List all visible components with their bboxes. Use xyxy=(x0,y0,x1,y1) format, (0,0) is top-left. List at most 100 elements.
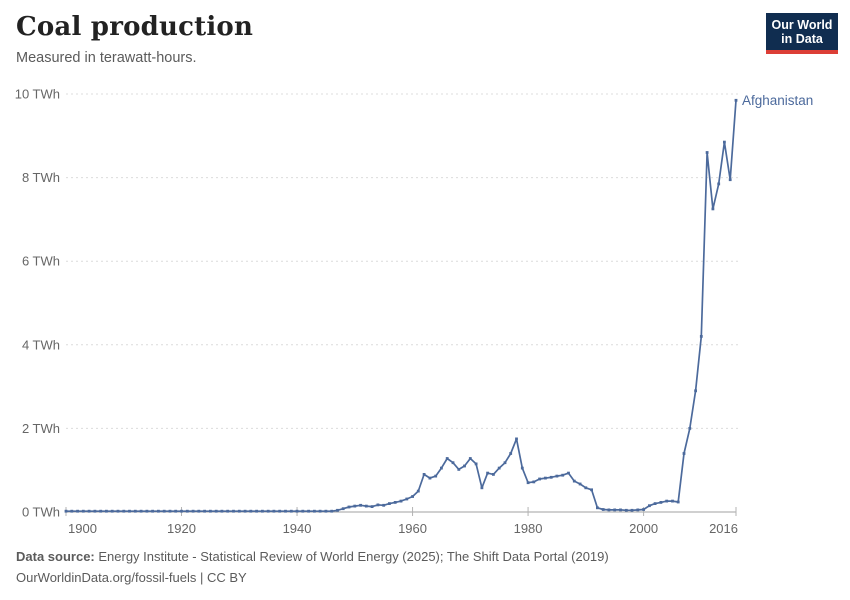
data-point-marker xyxy=(619,508,622,512)
data-point-marker xyxy=(237,509,241,513)
data-source-text: Energy Institute - Statistical Review of… xyxy=(94,549,609,564)
page-subtitle: Measured in terawatt-hours. xyxy=(16,50,197,66)
data-point-marker xyxy=(243,509,247,513)
x-axis-tick-label: 2016 xyxy=(709,521,738,536)
data-point-marker xyxy=(214,509,218,513)
data-point-marker xyxy=(728,178,732,182)
data-point-marker xyxy=(555,474,559,478)
data-point-marker xyxy=(636,508,640,512)
data-point-marker xyxy=(151,509,154,513)
data-point-marker xyxy=(70,509,74,513)
data-point-marker xyxy=(544,476,547,480)
data-point-marker xyxy=(659,501,663,504)
chart-footer: Data source: Energy Institute - Statisti… xyxy=(16,546,609,588)
data-point-marker xyxy=(422,473,426,476)
x-axis-tick-label: 1900 xyxy=(68,521,97,536)
data-point-marker xyxy=(624,508,628,512)
data-point-marker xyxy=(457,468,461,471)
x-axis-tick-label: 1940 xyxy=(283,521,312,536)
data-point-marker xyxy=(503,461,507,465)
data-point-marker xyxy=(590,488,593,492)
y-axis-tick-label: 6 TWh xyxy=(22,254,60,269)
y-axis-tick-label: 10 TWh xyxy=(15,87,60,102)
data-point-marker xyxy=(324,509,328,513)
y-axis-tick-label: 0 TWh xyxy=(22,505,60,520)
data-point-marker xyxy=(468,457,472,460)
data-point-marker xyxy=(596,506,599,510)
data-point-marker xyxy=(526,481,530,485)
data-point-marker xyxy=(191,509,195,513)
owid-logo-line2: in Data xyxy=(781,31,823,46)
data-point-marker xyxy=(509,452,513,455)
y-axis-tick-label: 8 TWh xyxy=(22,170,60,185)
data-point-marker xyxy=(411,495,414,498)
data-point-marker xyxy=(203,509,206,513)
data-point-marker xyxy=(289,509,293,513)
data-point-marker xyxy=(93,509,97,513)
data-point-marker xyxy=(665,499,669,503)
data-point-marker xyxy=(515,437,518,441)
data-point-marker xyxy=(434,474,438,478)
data-point-marker xyxy=(76,509,79,513)
data-point-marker xyxy=(185,509,189,513)
data-point-marker xyxy=(180,509,183,513)
data-point-marker xyxy=(538,477,541,481)
data-point-marker xyxy=(480,486,484,490)
data-point-marker xyxy=(416,489,420,493)
data-point-marker xyxy=(642,508,645,511)
data-point-marker xyxy=(266,509,270,513)
data-point-marker xyxy=(116,509,120,513)
data-point-marker xyxy=(336,508,339,512)
data-point-marker xyxy=(307,509,310,513)
data-point-marker xyxy=(122,509,126,513)
data-point-marker xyxy=(261,509,264,513)
x-axis-tick-label: 1960 xyxy=(398,521,427,536)
data-point-marker xyxy=(359,503,362,507)
data-point-marker xyxy=(405,497,409,501)
data-point-marker xyxy=(370,505,374,508)
data-point-marker xyxy=(648,504,651,508)
data-point-marker xyxy=(99,509,103,513)
data-point-marker xyxy=(295,509,299,513)
data-point-marker xyxy=(388,502,391,505)
x-axis-tick-label: 1920 xyxy=(167,521,196,536)
data-point-marker xyxy=(440,466,443,470)
data-point-marker xyxy=(255,509,258,513)
data-point-marker xyxy=(572,479,576,483)
data-point-marker xyxy=(699,335,703,338)
data-point-marker xyxy=(688,427,692,430)
data-point-marker xyxy=(671,499,674,503)
data-point-marker xyxy=(278,509,282,513)
series-line-afghanistan xyxy=(65,99,737,513)
data-point-marker xyxy=(364,504,368,508)
data-point-marker xyxy=(497,466,501,470)
x-axis-tick-label: 2000 xyxy=(629,521,658,536)
data-point-marker xyxy=(162,509,166,513)
owid-logo-line1: Our World xyxy=(771,17,833,32)
license-line: OurWorldinData.org/fossil-fuels | CC BY xyxy=(16,570,247,585)
data-point-marker xyxy=(711,207,715,211)
data-point-marker xyxy=(723,140,726,144)
y-axis-tick-label: 4 TWh xyxy=(22,337,60,352)
data-point-marker xyxy=(532,480,536,484)
data-point-marker xyxy=(520,466,524,470)
data-point-marker xyxy=(474,462,478,466)
data-point-marker xyxy=(492,473,495,476)
data-point-marker xyxy=(133,509,137,513)
data-point-marker xyxy=(694,389,697,393)
data-point-marker xyxy=(272,509,276,513)
data-point-marker xyxy=(284,509,287,513)
data-point-marker xyxy=(463,464,466,468)
data-point-marker xyxy=(341,507,345,511)
data-point-marker xyxy=(584,486,588,490)
data-point-marker xyxy=(330,509,334,513)
data-point-marker xyxy=(445,457,449,460)
data-point-marker xyxy=(313,509,316,513)
data-point-marker xyxy=(382,503,386,507)
data-point-marker xyxy=(601,508,605,511)
data-point-marker xyxy=(393,501,397,504)
data-point-marker xyxy=(607,508,611,512)
page-title: Coal production xyxy=(16,12,254,42)
